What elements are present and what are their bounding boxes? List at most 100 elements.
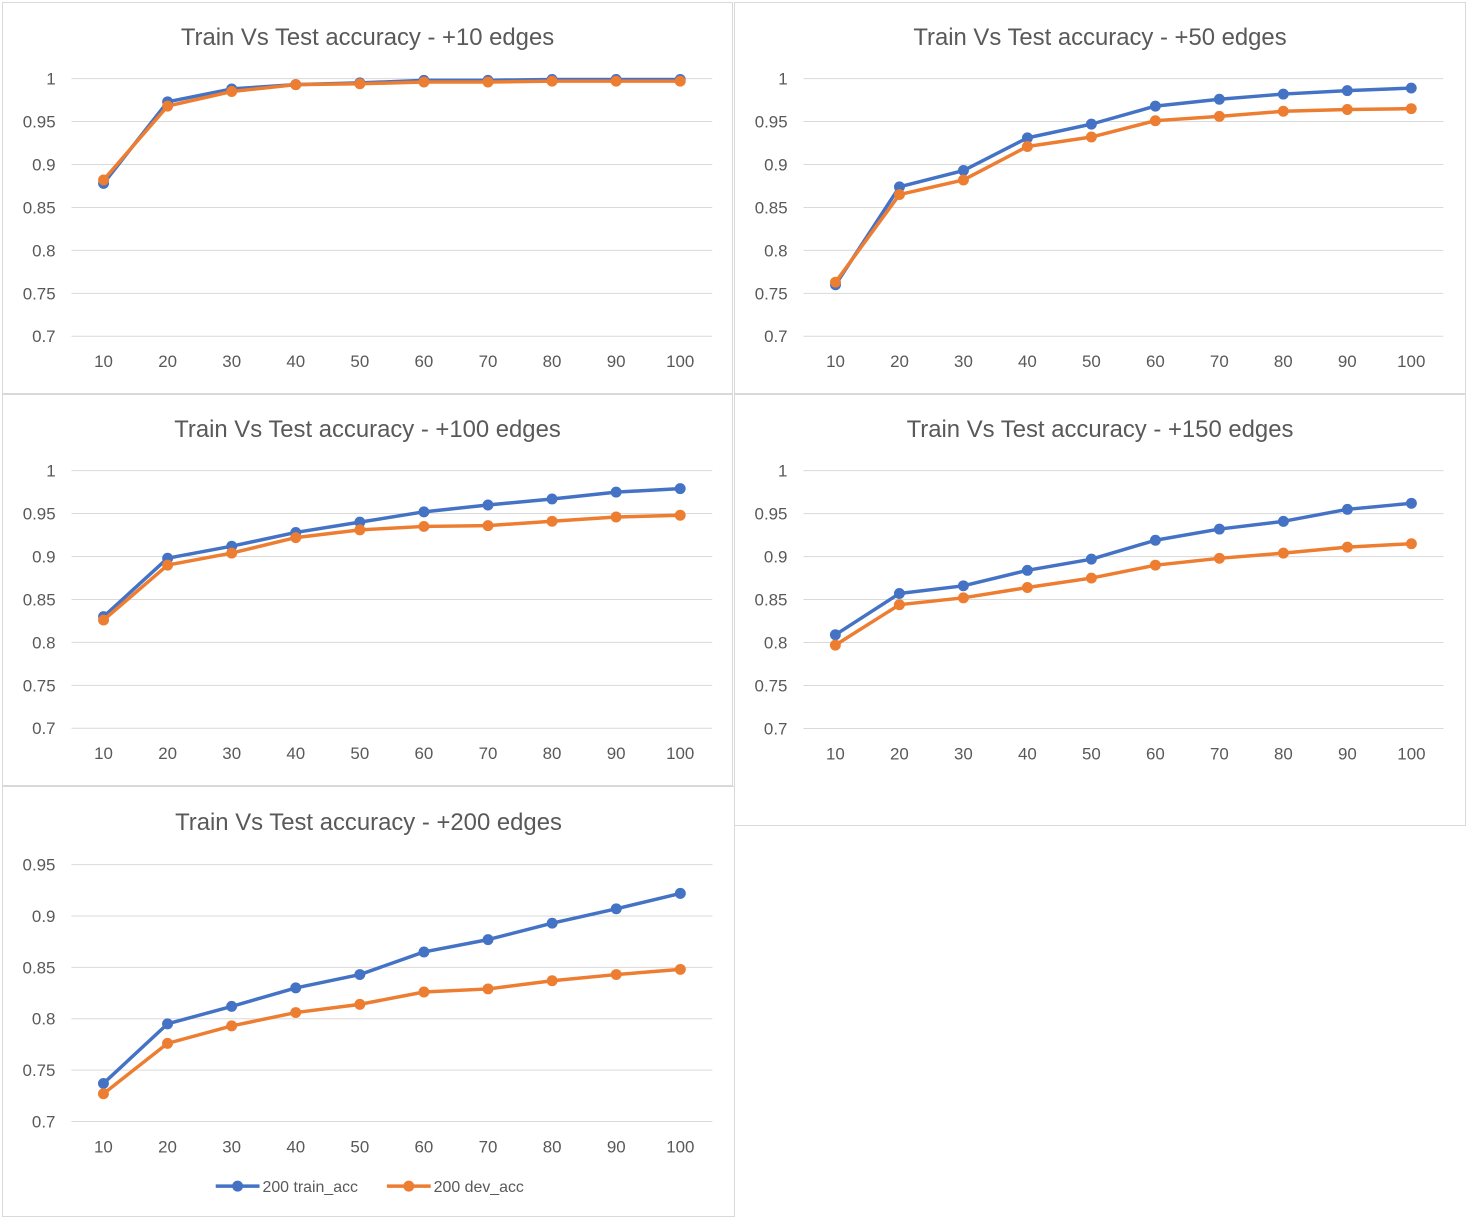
x-tick-label: 90 [607, 744, 626, 763]
data-point-dev [354, 524, 366, 536]
y-tick-label: 0.8 [32, 633, 56, 652]
line-chart: Train Vs Test accuracy - +100 edges 0.7 0.… [23, 416, 713, 763]
x-tick-label: 90 [607, 352, 626, 371]
data-point-train [162, 1018, 174, 1030]
x-tick-label: 100 [1397, 744, 1425, 763]
data-point-dev [546, 515, 558, 527]
series-line-dev [833, 106, 1413, 284]
line-chart: Train Vs Test accuracy - +50 edges 0.7 0.7… [755, 24, 1444, 371]
series-line-train [101, 77, 682, 186]
data-point-train [1277, 515, 1289, 527]
data-point-dev [482, 983, 494, 995]
data-point-train [610, 903, 622, 915]
data-point-dev [893, 599, 905, 611]
data-point-dev [354, 998, 366, 1010]
data-point-dev [830, 276, 841, 288]
series-line-train [101, 891, 683, 1086]
y-tick-label: 0.75 [23, 676, 56, 695]
data-point-train [97, 1077, 109, 1089]
line-chart: Train Vs Test accuracy - +200 edges 0.7 0.… [23, 809, 713, 1196]
data-point-dev [1277, 547, 1289, 559]
x-tick-label: 80 [543, 744, 562, 763]
y-tick-label: 0.7 [764, 719, 788, 738]
data-point-train [546, 493, 558, 505]
data-point-dev [610, 969, 622, 981]
x-tick-label: 50 [350, 744, 369, 763]
series-line-dev [101, 967, 683, 1096]
data-point-dev [1405, 538, 1417, 550]
data-point-dev [610, 75, 622, 87]
chart-panel-200-edges: Train Vs Test accuracy - +200 edges 0.7 0.… [2, 786, 735, 1217]
series-line-train [833, 86, 1413, 287]
x-tick-label: 10 [94, 1137, 113, 1156]
data-point-train [957, 580, 969, 592]
data-point-dev [226, 86, 238, 97]
y-tick-label: 0.7 [764, 327, 788, 346]
y-tick-label: 0.7 [32, 1112, 56, 1131]
data-point-dev [546, 75, 558, 87]
x-tick-label: 40 [286, 1137, 305, 1156]
data-point-train [482, 934, 494, 946]
x-tick-label: 20 [890, 744, 909, 763]
data-point-dev [674, 963, 686, 975]
x-tick-label: 60 [415, 744, 434, 763]
data-point-dev [1021, 140, 1033, 152]
x-tick-label: 20 [158, 744, 177, 763]
x-tick-label: 10 [94, 352, 113, 371]
data-point-train [1405, 82, 1417, 94]
x-tick-label: 60 [1146, 352, 1165, 371]
x-tick-label: 100 [666, 352, 694, 371]
y-tick-label: 0.8 [32, 1010, 56, 1029]
data-point-dev [162, 1037, 174, 1049]
data-point-train [1085, 553, 1097, 565]
y-tick-label: 0.8 [32, 241, 56, 260]
y-tick-label: 0.7 [32, 327, 56, 346]
x-tick-label: 60 [415, 352, 434, 371]
y-tick-label: 0.85 [755, 591, 788, 610]
data-point-train [1341, 85, 1353, 97]
data-point-dev [354, 78, 366, 90]
data-point-train [1213, 523, 1225, 535]
data-point-dev [1149, 559, 1161, 571]
legend-label-dev: 200 dev_acc [434, 1179, 524, 1196]
data-point-dev [894, 189, 905, 201]
data-point-dev [1341, 104, 1353, 116]
chart-panel-50-edges: Train Vs Test accuracy - +50 edges 0.7 0.7… [734, 2, 1466, 394]
y-tick-label: 0.9 [764, 155, 788, 174]
chart-panel-10-edges: Train Vs Test accuracy - +10 edges 0.7 0.7… [2, 2, 733, 394]
x-tick-label: 10 [826, 744, 845, 763]
x-tick-label: 40 [1018, 744, 1037, 763]
y-tick-label: 1 [46, 462, 55, 481]
data-point-dev [674, 75, 686, 87]
series-line-dev [833, 541, 1414, 647]
data-point-dev [1405, 103, 1417, 115]
x-tick-label: 40 [1018, 352, 1037, 371]
data-point-train [546, 917, 558, 929]
data-point-dev [226, 1020, 238, 1032]
data-point-dev [1149, 115, 1161, 127]
x-tick-label: 80 [1274, 744, 1293, 763]
x-tick-label: 90 [1338, 352, 1357, 371]
data-point-dev [610, 511, 622, 523]
chart-title: Train Vs Test accuracy - +200 edges [175, 809, 562, 836]
series-line-train [101, 486, 682, 619]
data-point-dev [1277, 105, 1289, 117]
data-point-train [1277, 88, 1289, 100]
x-tick-label: 30 [222, 352, 241, 371]
chart-title: Train Vs Test accuracy - +10 edges [181, 24, 554, 51]
x-tick-label: 20 [158, 1137, 177, 1156]
y-tick-label: 1 [46, 70, 55, 89]
data-point-dev [1213, 552, 1225, 564]
data-point-dev [418, 76, 430, 88]
series-line-train [833, 501, 1414, 637]
data-point-dev [482, 520, 494, 532]
data-point-dev [829, 639, 841, 651]
x-tick-label: 70 [479, 352, 498, 371]
y-tick-label: 0.75 [755, 284, 788, 303]
y-tick-label: 0.85 [755, 198, 788, 217]
data-point-dev [957, 174, 969, 186]
data-point-dev [482, 76, 494, 88]
x-tick-label: 50 [1082, 744, 1101, 763]
chart-panel-100-edges: Train Vs Test accuracy - +100 edges 0.7 0.… [2, 394, 733, 786]
data-point-train [226, 1000, 238, 1012]
